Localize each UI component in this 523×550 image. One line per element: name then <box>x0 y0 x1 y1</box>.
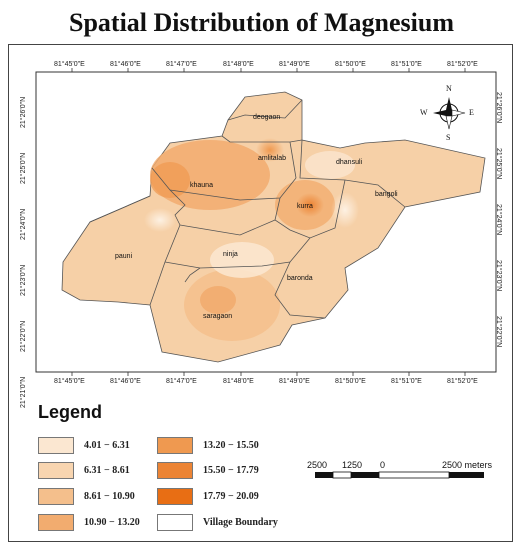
legend-swatch <box>38 437 74 454</box>
legend-title: Legend <box>38 402 103 422</box>
lon-label-top: 81°50'0"E <box>335 61 366 68</box>
zone-khauna-high <box>150 162 190 198</box>
lon-label-bottom: 81°45'0"E <box>54 378 85 385</box>
longitude-ticks <box>71 68 466 376</box>
compass-w: W <box>420 108 428 117</box>
lon-label-top: 81°47'0"E <box>166 61 197 68</box>
legend-swatch <box>157 514 193 531</box>
scale-label: 1250 <box>342 460 363 470</box>
compass-s: S <box>446 133 451 142</box>
lon-label-top: 81°49'0"E <box>279 61 310 68</box>
lon-label-top: 81°51'0"E <box>391 61 422 68</box>
legend-label: Village Boundary <box>203 517 278 528</box>
north-arrow-icon <box>433 97 466 130</box>
lon-label-bottom: 81°48'0"E <box>223 378 254 385</box>
lat-label-right: 21°22'0"N <box>495 316 502 348</box>
lon-label-bottom: 81°51'0"E <box>391 378 422 385</box>
lat-label-right: 21°25'0"N <box>495 148 502 180</box>
legend-label: 6.31 − 8.61 <box>84 465 130 476</box>
village-label-pauni: pauni <box>115 253 133 260</box>
village-label-ninja: ninja <box>223 251 238 258</box>
scale-label: 0 <box>380 460 386 470</box>
village-boundaries <box>89 99 406 319</box>
lon-label-top: 81°45'0"E <box>54 61 85 68</box>
zone-pauni-low <box>144 208 176 232</box>
zone-kurra-peak <box>296 193 324 217</box>
lat-label-left: 21°23'0"N <box>20 264 27 296</box>
lat-label-left: 21°25'0"N <box>20 152 27 184</box>
legend-label: 4.01 − 6.31 <box>84 440 130 451</box>
lon-label-top: 81°48'0"E <box>223 61 254 68</box>
scale-bar <box>315 471 484 479</box>
legend-swatch <box>38 514 74 531</box>
legend-swatch <box>38 488 74 505</box>
compass-n: N <box>446 84 452 93</box>
lat-label-left: 21°24'0"N <box>20 208 27 240</box>
zone-amlitalab-peak <box>256 138 284 162</box>
lon-label-top: 81°46'0"E <box>110 61 141 68</box>
lon-label-top: 81°52'0"E <box>447 61 478 68</box>
lon-label-bottom: 81°50'0"E <box>335 378 366 385</box>
lon-label-bottom: 81°47'0"E <box>166 378 197 385</box>
legend-label: 15.50 − 17.79 <box>203 465 259 476</box>
zone-dhansuli-low <box>305 151 355 179</box>
compass-e: E <box>469 108 474 117</box>
legend-label: 8.61 − 10.90 <box>84 491 135 502</box>
lat-label-left: 21°26'0"N <box>20 96 27 128</box>
lat-label-right: 21°23'0"N <box>495 260 502 292</box>
village-label-saragaon: saragaon <box>203 313 233 320</box>
legend-swatch <box>157 488 193 505</box>
lon-label-bottom: 81°49'0"E <box>279 378 310 385</box>
village-label-deogaon: deogaon <box>253 114 281 121</box>
village-label-dhansuli: dhansuli <box>336 159 363 166</box>
village-label-amlitalab: amlitalab <box>258 155 287 162</box>
legend-swatch <box>38 462 74 479</box>
scale-label: 2500 meters <box>442 460 493 470</box>
lat-label-right: 21°26'0"N <box>495 92 502 124</box>
legend-label: 13.20 − 15.50 <box>203 440 259 451</box>
zone-ninja-low <box>210 242 274 278</box>
lat-label-left: 21°21'0"N <box>20 376 27 408</box>
zone-bangoli-low <box>331 192 359 228</box>
legend-swatch <box>157 462 193 479</box>
lat-label-right: 21°24'0"N <box>495 204 502 236</box>
scale-label: 2500 <box>307 460 328 470</box>
village-label-kurra: kurra <box>297 203 313 210</box>
legend-label: 10.90 − 13.20 <box>84 517 140 528</box>
lat-label-left: 21°22'0"N <box>20 320 27 352</box>
lon-label-bottom: 81°52'0"E <box>447 378 478 385</box>
village-label-baronda: baronda <box>287 275 313 282</box>
legend-swatch <box>157 437 193 454</box>
zone-saragaon-high <box>200 286 236 314</box>
map-title: Spatial Distribution of Magnesium <box>69 8 454 37</box>
village-label-bangoli: bangoli <box>375 191 398 198</box>
lon-label-bottom: 81°46'0"E <box>110 378 141 385</box>
village-label-khauna: khauna <box>190 182 213 189</box>
legend-label: 17.79 − 20.09 <box>203 491 259 502</box>
map-frame <box>8 44 513 542</box>
